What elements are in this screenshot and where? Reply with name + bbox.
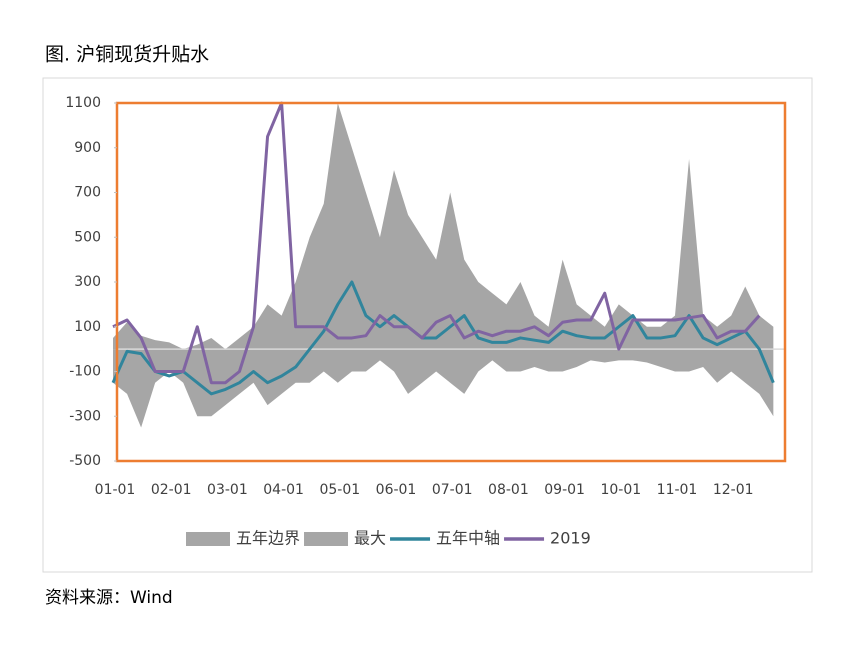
x-tick-label: 03-01 bbox=[207, 482, 248, 498]
y-tick-label: 100 bbox=[74, 319, 101, 335]
area bbox=[113, 349, 774, 428]
x-tick-label: 11-01 bbox=[657, 482, 698, 498]
x-tick-label: 07-01 bbox=[432, 482, 473, 498]
x-tick-label: 04-01 bbox=[263, 482, 304, 498]
chart-frame bbox=[42, 77, 813, 573]
x-tick-label: 09-01 bbox=[544, 482, 585, 498]
line bbox=[111, 280, 775, 396]
x-tick-label: 12-01 bbox=[713, 482, 754, 498]
y-tick-label: 1100 bbox=[65, 95, 101, 111]
legend-swatch bbox=[186, 532, 230, 546]
y-tick-label: -100 bbox=[69, 364, 101, 380]
title: 图. 沪铜现货升贴水 bbox=[45, 44, 209, 66]
x-tick-label: 08-01 bbox=[488, 482, 529, 498]
x-tick-label: 06-01 bbox=[376, 482, 417, 498]
legend-label: 五年边界 bbox=[236, 529, 300, 548]
y-tick-label: -500 bbox=[69, 453, 101, 469]
x-tick-label: 10-01 bbox=[600, 482, 641, 498]
x-tick-label: 02-01 bbox=[151, 482, 192, 498]
plot bbox=[111, 101, 785, 428]
line bbox=[112, 101, 761, 385]
y-tick-label: 900 bbox=[74, 140, 101, 156]
x-tick-label: 05-01 bbox=[319, 482, 360, 498]
legend-label: 最大 bbox=[354, 529, 386, 548]
y-tick-label: 500 bbox=[74, 229, 101, 245]
source: 资料来源：Wind bbox=[45, 588, 173, 608]
x-tick-label: 01-01 bbox=[95, 482, 136, 498]
y-tick-label: 700 bbox=[74, 185, 101, 201]
legend-label: 五年中轴 bbox=[436, 529, 500, 548]
y-tick-label: 300 bbox=[74, 274, 101, 290]
area bbox=[113, 103, 774, 350]
y-tick-label: -300 bbox=[69, 408, 101, 424]
legend-swatch bbox=[304, 532, 349, 546]
legend-label: 2019 bbox=[550, 529, 591, 548]
